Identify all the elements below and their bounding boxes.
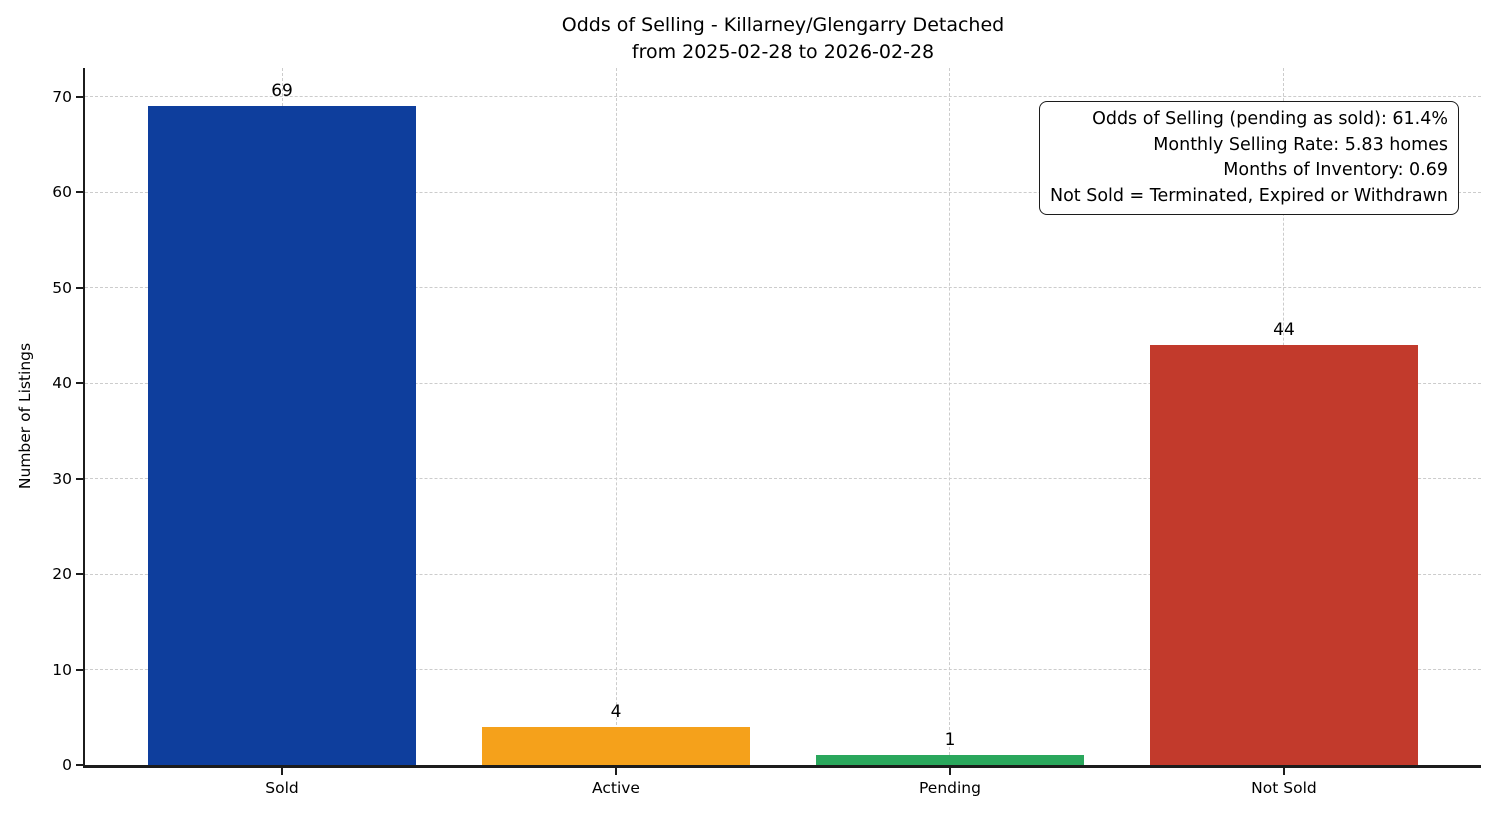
- x-tick-mark: [1282, 768, 1285, 775]
- horizontal-gridline: [85, 382, 1481, 384]
- x-tick-mark: [615, 768, 617, 775]
- bar-sold: [148, 106, 416, 765]
- horizontal-gridline: [85, 669, 1481, 671]
- y-tick-label: 50: [52, 278, 72, 297]
- y-tick-label: 0: [62, 756, 72, 774]
- y-tick-label: 30: [52, 469, 72, 488]
- bar-not-sold: [1150, 344, 1418, 765]
- y-tick-mark: [76, 764, 83, 766]
- vertical-gridline: [949, 68, 951, 765]
- y-tick-mark: [76, 191, 83, 194]
- horizontal-gridline: [85, 573, 1481, 575]
- y-tick-label: 20: [52, 565, 72, 584]
- plot-area: 69 4 1 44 0 10 20 30 40 50 60 70 Sold Active Pending…: [52, 68, 1481, 797]
- annotation-line-not-sold-note: Not Sold = Terminated, Expired or Withdr…: [1049, 185, 1448, 206]
- bar-value-label-pending: 1: [944, 730, 956, 751]
- bar-value-label-sold: 69: [271, 81, 293, 102]
- y-tick-mark: [76, 477, 83, 480]
- horizontal-gridline: [85, 191, 1481, 193]
- annotation-box: Odds of Selling (pending as sold): 61.4%…: [1038, 101, 1459, 216]
- y-tick-mark: [76, 573, 83, 576]
- x-tick-label-sold: Sold: [265, 779, 299, 797]
- chart-title-block: Odds of Selling - Killarney/Glengarry De…: [85, 12, 1481, 66]
- y-tick-mark: [76, 286, 83, 289]
- y-tick-mark: [76, 382, 83, 385]
- bar-value-label-not-sold: 44: [1273, 319, 1295, 340]
- y-axis-label: Number of Listings: [16, 342, 34, 490]
- annotation-line-odds: Odds of Selling (pending as sold): 61.4%: [1092, 109, 1448, 129]
- y-tick-label: 40: [52, 374, 72, 393]
- bar-active: [482, 726, 750, 765]
- chart-title: Odds of Selling - Killarney/Glengarry De…: [561, 14, 1005, 36]
- y-tick-label: 10: [52, 660, 72, 679]
- x-tick-label-not-sold: Not Sold: [1251, 779, 1317, 797]
- x-tick-label-active: Active: [592, 779, 640, 797]
- x-tick-label-pending: Pending: [919, 779, 981, 797]
- chart-subtitle: from 2025-02-28 to 2026-02-28: [631, 41, 935, 63]
- y-axis-spine: [83, 68, 85, 768]
- bar-value-label-active: 4: [610, 701, 622, 722]
- horizontal-gridline: [85, 478, 1481, 480]
- vertical-gridline: [615, 68, 617, 765]
- horizontal-gridline: [85, 287, 1481, 289]
- y-tick-label: 70: [52, 87, 72, 106]
- bar-pending: [816, 755, 1084, 765]
- x-tick-mark: [948, 768, 951, 775]
- horizontal-gridline: [85, 96, 1481, 98]
- x-tick-mark: [281, 768, 284, 775]
- annotation-line-monthly-rate: Monthly Selling Rate: 5.83 homes: [1153, 134, 1448, 155]
- annotation-line-inventory: Months of Inventory: 0.69: [1223, 160, 1448, 181]
- x-axis-spine: [83, 765, 1481, 768]
- y-tick-label: 60: [52, 183, 72, 202]
- y-tick-mark: [76, 668, 83, 671]
- y-tick-mark: [76, 95, 83, 98]
